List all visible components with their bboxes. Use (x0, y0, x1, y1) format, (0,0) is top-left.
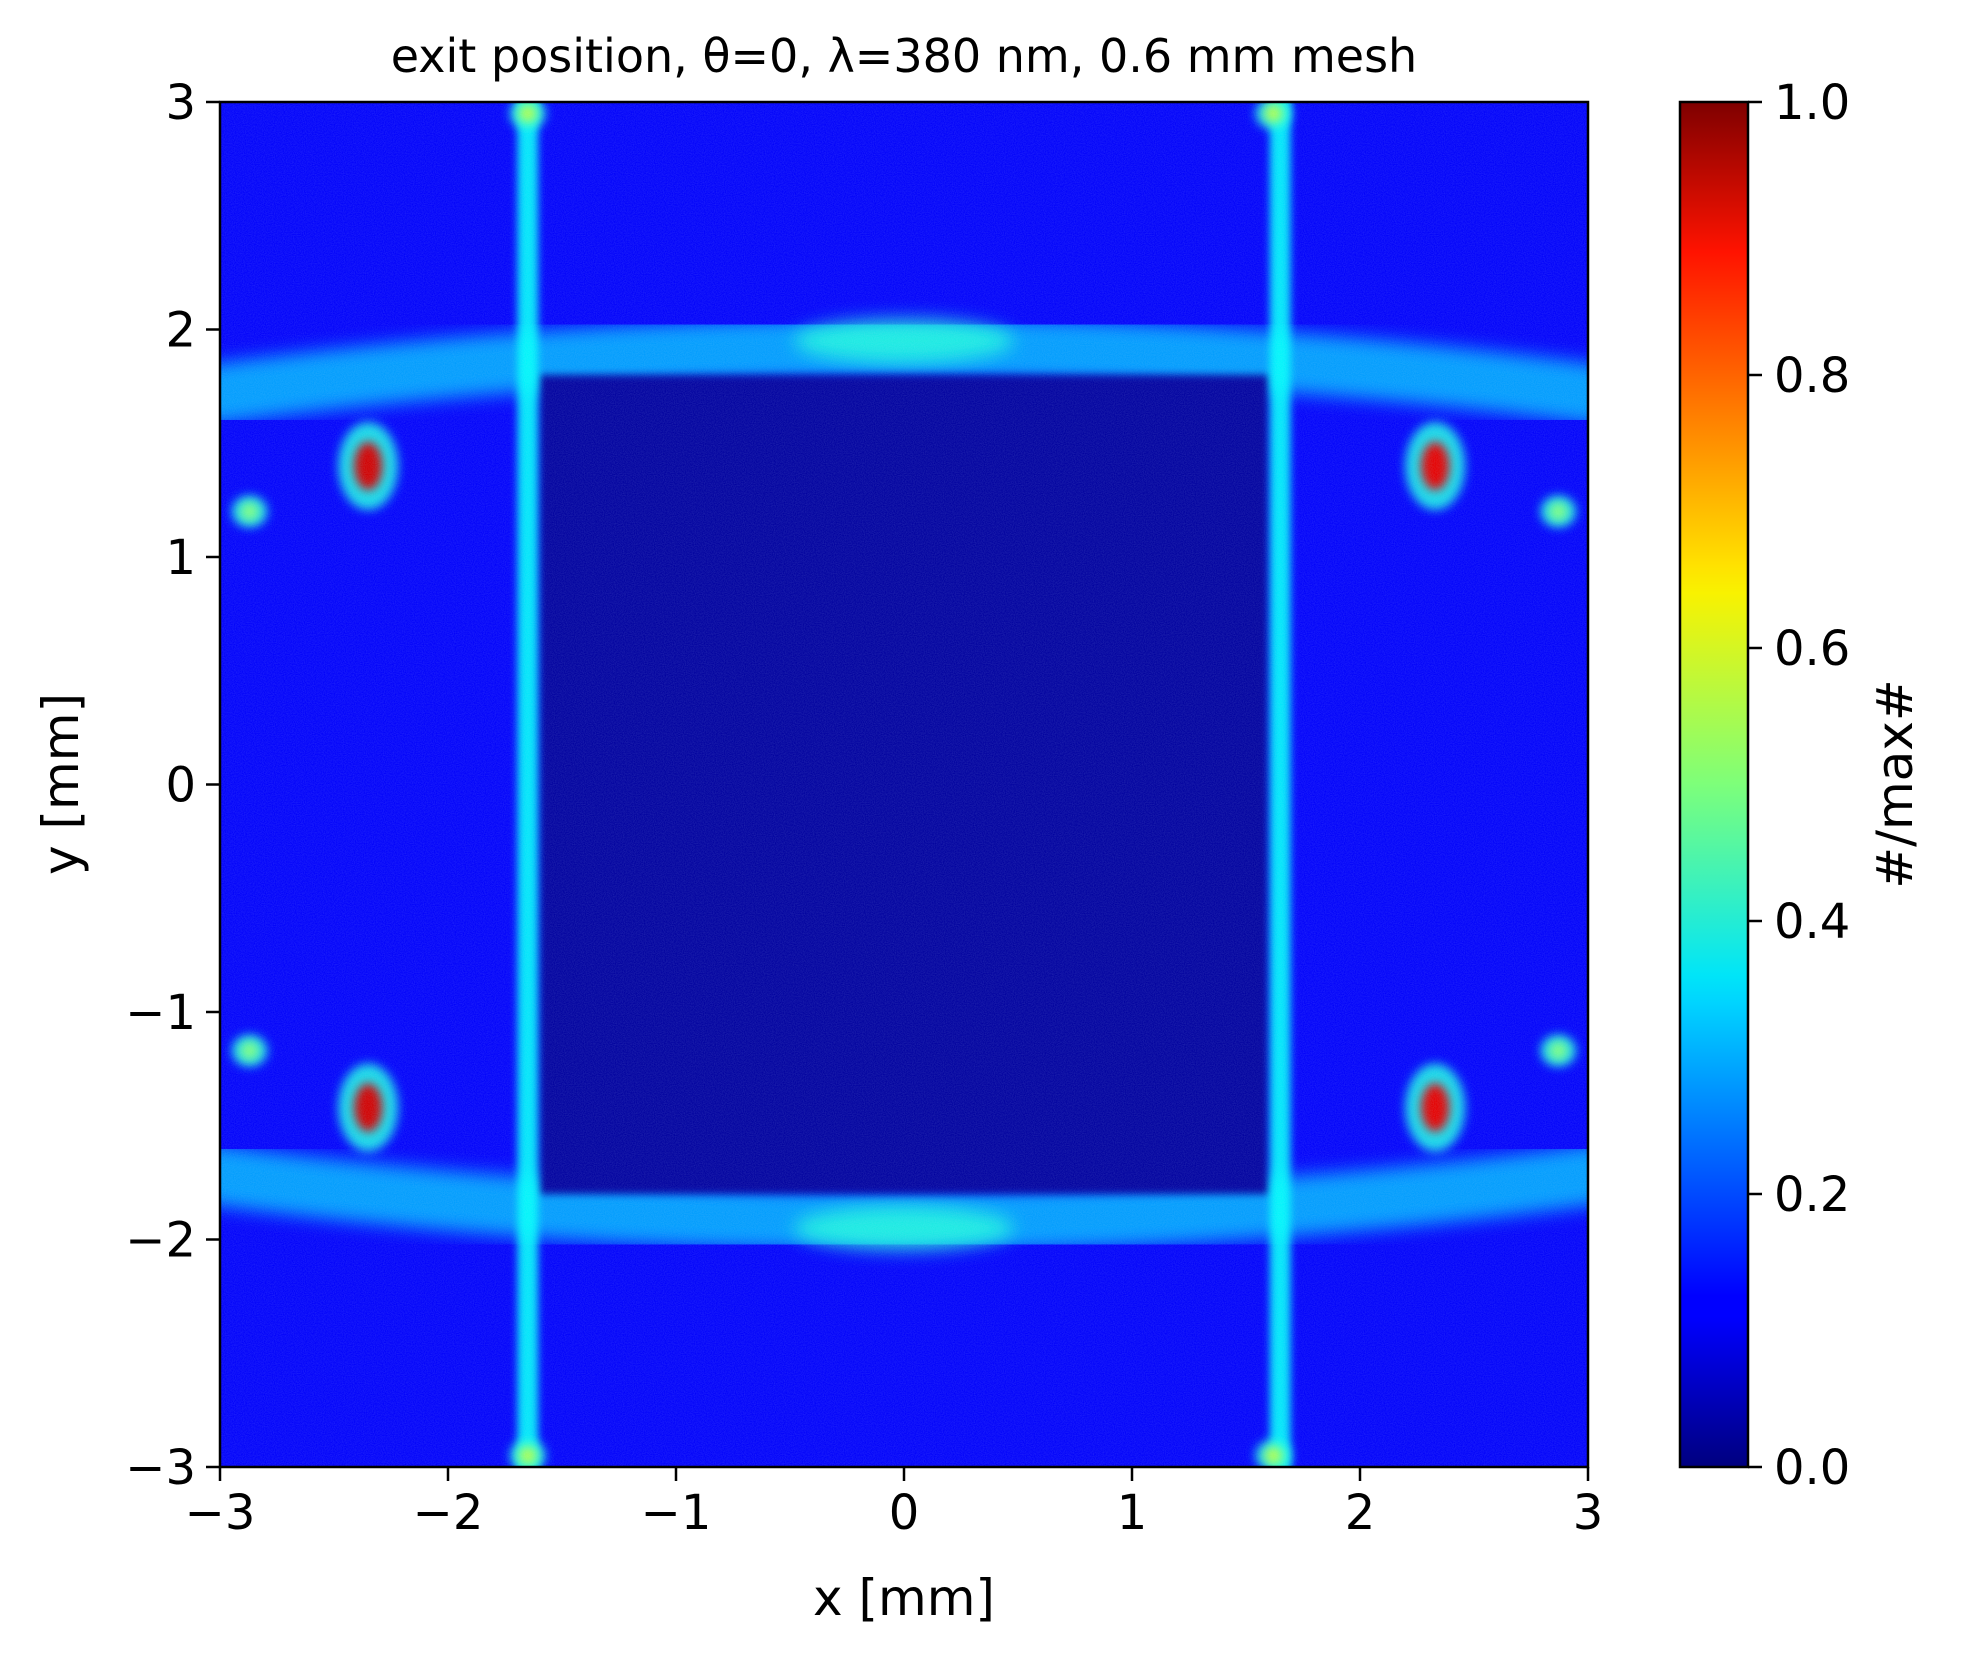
colorbar-tick-label: 0.2 (1774, 1167, 1850, 1223)
colorbar-tick-label: 0.8 (1774, 348, 1850, 404)
colorbar-tick-label: 0.4 (1774, 894, 1850, 950)
colorbar (1678, 100, 1750, 1469)
x-tick-label: 2 (1345, 1485, 1376, 1541)
x-tick-label: 0 (889, 1485, 920, 1541)
y-tick-label: −3 (125, 1440, 196, 1496)
colorbar-label: #/max# (1866, 679, 1924, 889)
chart-title: exit position, θ=0, λ=380 nm, 0.6 mm mes… (391, 29, 1417, 83)
y-axis-label: y [mm] (32, 693, 90, 875)
x-axis: −3 −2 −1 0 1 2 3 (185, 1467, 1604, 1541)
x-axis-label: x [mm] (813, 1569, 995, 1627)
x-tick-label: −3 (185, 1485, 256, 1541)
heatmap-noise-texture (220, 102, 1588, 1467)
y-tick-label: 1 (165, 530, 196, 586)
y-tick-label: −1 (125, 985, 196, 1041)
y-tick-label: 3 (165, 75, 196, 131)
x-tick-label: −1 (641, 1485, 712, 1541)
colorbar-tick-label: 1.0 (1774, 75, 1850, 131)
colorbar-tick-label: 0.6 (1774, 621, 1850, 677)
x-tick-label: −2 (413, 1485, 484, 1541)
y-tick-label: 0 (165, 758, 196, 814)
y-axis: −3 −2 −1 0 1 2 3 (125, 75, 220, 1496)
colorbar-tick-label: 0.0 (1774, 1440, 1850, 1496)
plot-area (220, 102, 1588, 1467)
colorbar-ticks: 0.0 0.2 0.4 0.6 0.8 1.0 (1748, 75, 1850, 1496)
y-tick-label: −2 (125, 1213, 196, 1269)
y-tick-label: 2 (165, 303, 196, 359)
x-tick-label: 3 (1573, 1485, 1604, 1541)
x-tick-label: 1 (1117, 1485, 1148, 1541)
